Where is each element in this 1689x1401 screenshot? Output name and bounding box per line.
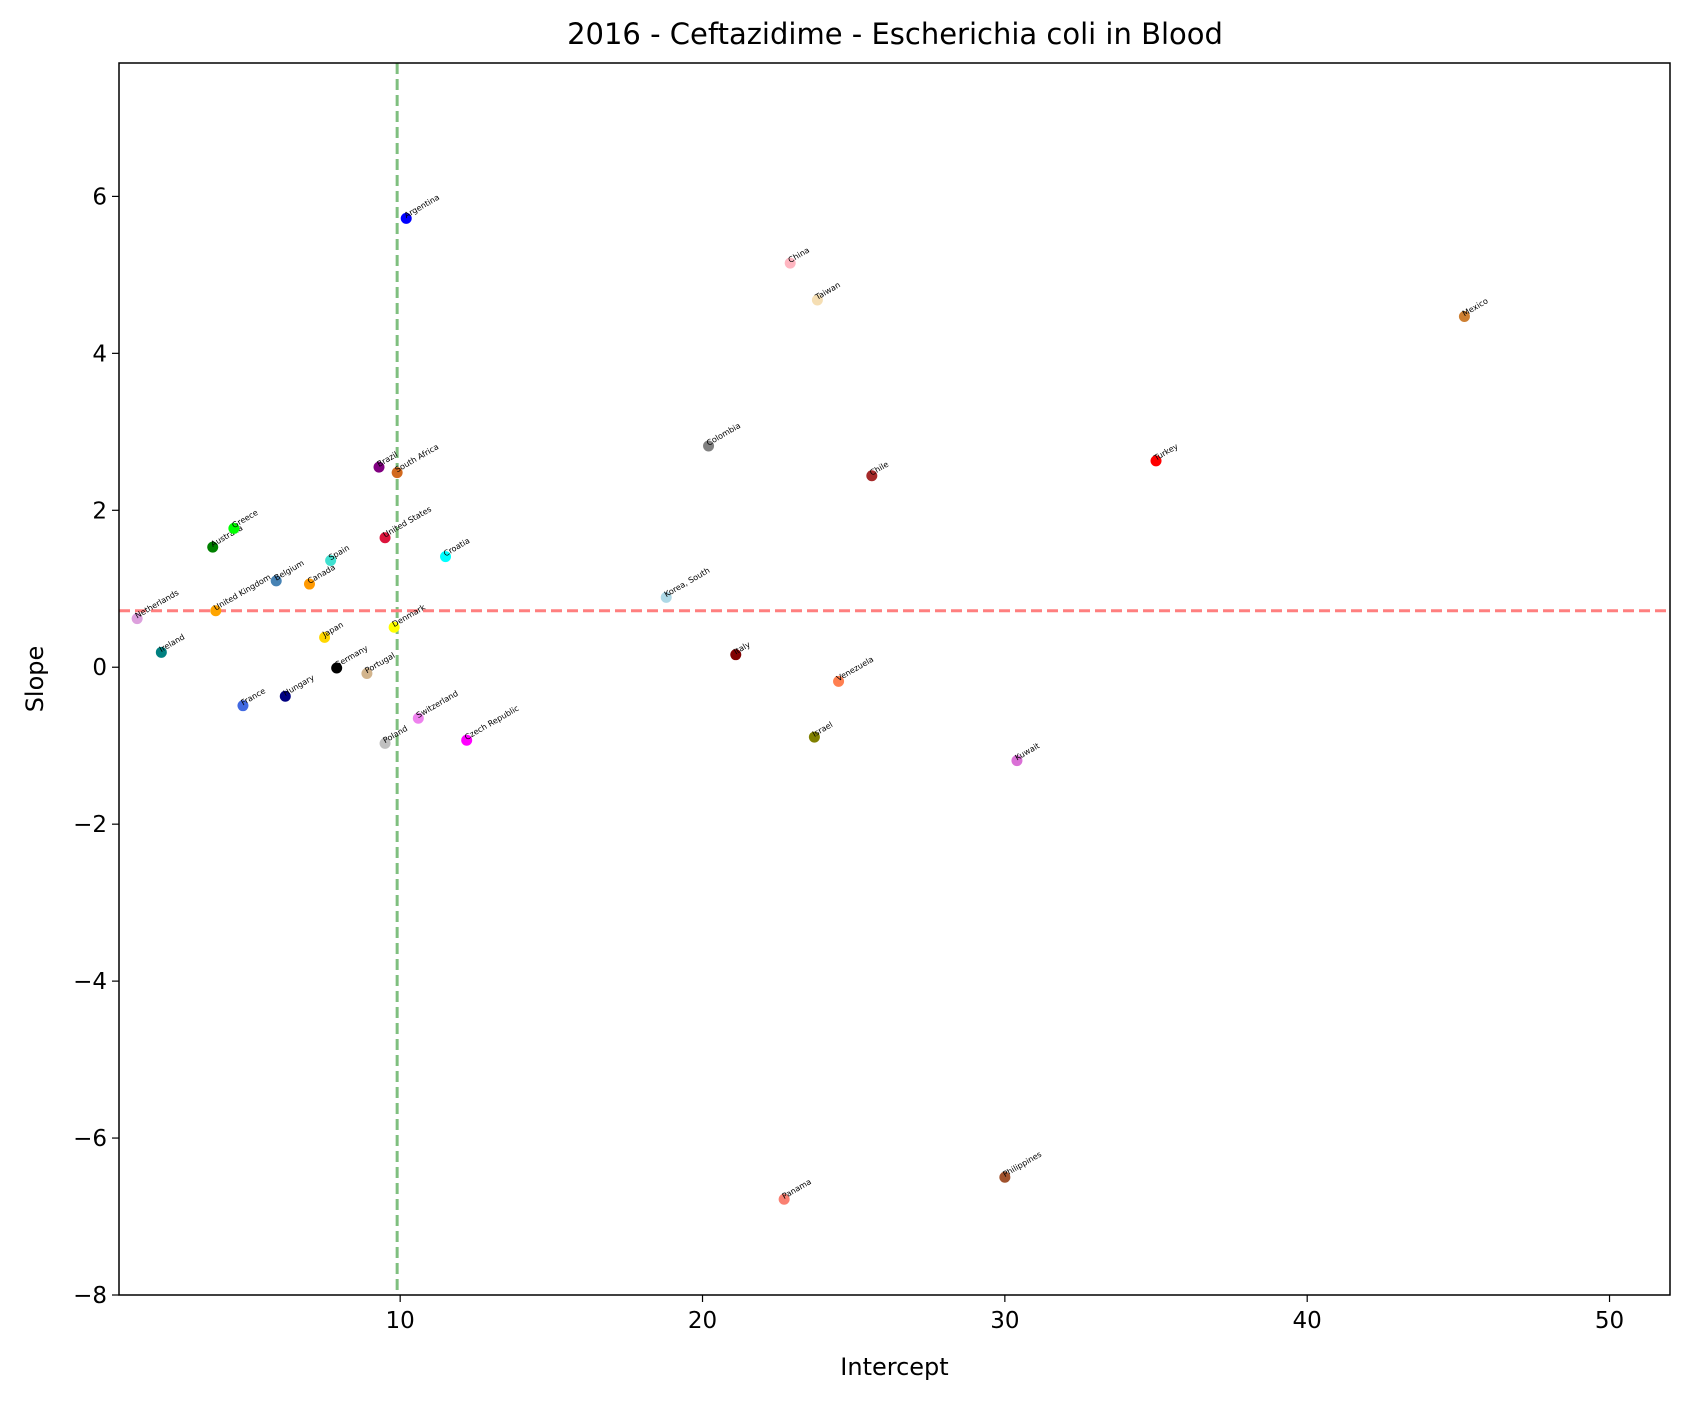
data-point — [833, 675, 845, 687]
chart-title: 2016 - Ceftazidime - Escherichia coli in… — [567, 17, 1223, 51]
y-tick-label: −4 — [73, 969, 107, 995]
data-point — [1458, 310, 1470, 322]
x-tick-label: 20 — [688, 1308, 717, 1334]
data-point — [461, 734, 473, 746]
data-point — [303, 578, 315, 590]
y-tick-label: 2 — [92, 498, 107, 524]
x-tick-label: 40 — [1293, 1308, 1322, 1334]
y-tick-label: 6 — [92, 184, 107, 210]
data-point — [379, 737, 391, 749]
data-point — [131, 613, 143, 625]
data-point — [703, 440, 715, 452]
data-point — [400, 212, 412, 224]
y-tick-label: 0 — [92, 655, 107, 681]
data-point — [811, 294, 823, 306]
data-point — [361, 668, 373, 680]
data-point — [331, 662, 343, 674]
data-point — [279, 690, 291, 702]
data-point — [440, 551, 452, 563]
y-axis-label: Slope — [21, 646, 49, 713]
data-point — [391, 467, 403, 479]
data-point — [1150, 455, 1162, 467]
data-point — [784, 257, 796, 269]
x-axis-label: Intercept — [840, 1353, 948, 1381]
data-point — [155, 646, 167, 658]
y-tick-label: −8 — [73, 1283, 107, 1309]
data-point — [808, 731, 820, 743]
x-tick-label: 10 — [386, 1308, 415, 1334]
data-point — [207, 541, 219, 553]
data-point — [730, 649, 742, 661]
data-point — [228, 522, 240, 534]
data-point — [660, 591, 672, 603]
data-point — [1011, 755, 1023, 767]
data-point — [319, 631, 331, 643]
data-point — [999, 1171, 1011, 1183]
data-point — [325, 555, 337, 567]
data-point — [270, 575, 282, 587]
data-point — [412, 712, 424, 724]
y-tick-label: 4 — [92, 341, 107, 367]
data-point — [778, 1193, 790, 1205]
x-tick-label: 50 — [1595, 1308, 1624, 1334]
data-point — [373, 461, 385, 473]
y-tick-label: −6 — [73, 1126, 107, 1152]
x-tick-label: 30 — [990, 1308, 1019, 1334]
data-point — [379, 532, 391, 544]
plot-frame — [118, 62, 1671, 1296]
data-point — [388, 621, 400, 633]
data-point — [210, 605, 222, 617]
y-tick-label: −2 — [73, 812, 107, 838]
data-point — [866, 470, 878, 482]
data-point — [237, 700, 249, 712]
